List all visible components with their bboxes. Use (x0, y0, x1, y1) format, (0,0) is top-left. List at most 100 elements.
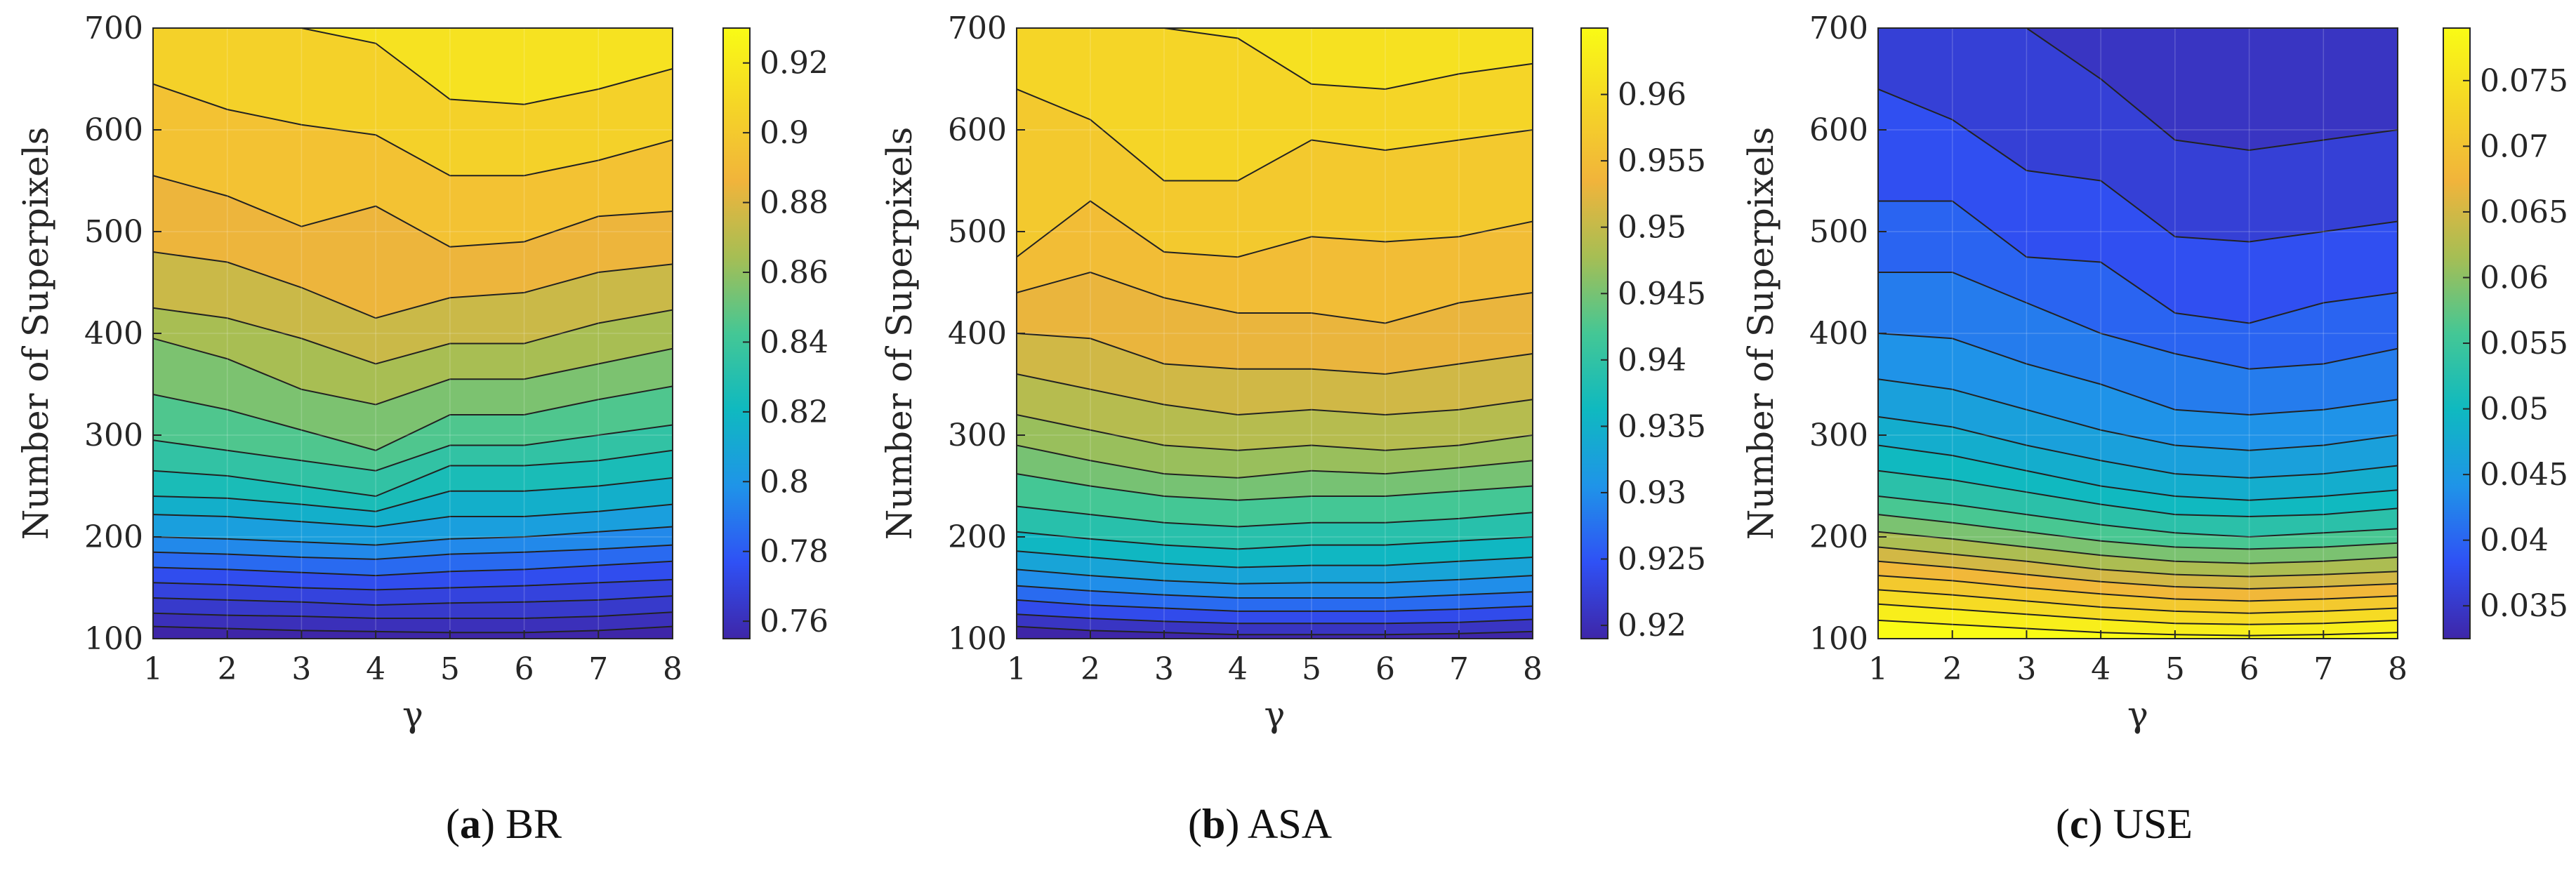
contour-line (153, 560, 673, 577)
y-tick-label: 600 (1809, 112, 1868, 148)
x-tick-label: 4 (1228, 651, 1248, 687)
contour-line (1017, 414, 1533, 451)
colorbar-tick-label: 0.955 (1618, 143, 1706, 179)
x-tick-label: 3 (1154, 651, 1174, 687)
colorbar-tick-label: 0.055 (2480, 326, 2568, 361)
y-tick-label: 300 (948, 418, 1007, 453)
contour-fills (1017, 28, 1533, 639)
y-tick-label: 700 (1809, 11, 1868, 46)
x-axis-label: γ (402, 694, 423, 735)
contour-line (1878, 378, 2398, 451)
contour-line (153, 477, 673, 512)
contour-line (1878, 88, 2398, 243)
x-tick-label: 8 (663, 651, 682, 687)
contour-line (153, 625, 673, 634)
contour-line (1878, 560, 2398, 590)
contour-fills (1878, 28, 2398, 639)
x-tick-label: 4 (2091, 651, 2111, 687)
contour-line (1017, 333, 1533, 375)
contour-lines (153, 28, 673, 634)
contour-line (1878, 575, 2398, 602)
colorbar-tick-label: 0.935 (1618, 408, 1706, 444)
colorbar-tick-label: 0.06 (2480, 260, 2549, 295)
x-tick-label: 6 (1375, 651, 1395, 687)
contour-band (1878, 28, 2398, 150)
x-tick-label: 1 (1007, 651, 1026, 687)
colorbar-tick-label: 0.9 (760, 115, 809, 151)
contour-line (153, 503, 673, 528)
contour-band (1017, 28, 1533, 89)
colorbar-tick-label: 0.96 (1618, 77, 1686, 113)
y-tick-label: 300 (84, 418, 143, 453)
grid (153, 28, 673, 639)
y-tick-label: 400 (948, 316, 1007, 352)
x-tick-label: 2 (1943, 651, 1962, 687)
contour-line (1878, 603, 2398, 625)
colorbar (722, 27, 751, 639)
colorbar-tick-label: 0.8 (760, 464, 809, 500)
colorbar-tick-label: 0.76 (760, 604, 828, 639)
colorbar-tick-label: 0.075 (2480, 63, 2568, 99)
contour-line (1017, 200, 1533, 258)
x-tick-label: 2 (1081, 651, 1100, 687)
contour-line (153, 307, 673, 365)
x-tick-label: 7 (2313, 651, 2333, 687)
x-axis-label: γ (1264, 694, 1286, 735)
contour-line (1017, 613, 1533, 625)
caption-text: BR (505, 801, 562, 847)
contour-line (1017, 625, 1533, 636)
x-tick-label: 4 (366, 651, 385, 687)
colorbar-tick-label: 0.035 (2480, 588, 2568, 624)
x-tick-label: 1 (143, 651, 163, 687)
contour-line (153, 251, 673, 319)
contour-line (1017, 28, 1533, 91)
contour-fills (153, 28, 673, 639)
colorbar-tick-label: 0.92 (760, 46, 828, 81)
caption-text: USE (2113, 801, 2193, 847)
caption-c: (c) USE (2056, 801, 2193, 847)
caption-a: (a) BR (446, 801, 562, 847)
colorbar-tick-label: 0.07 (2480, 128, 2549, 164)
colorbar-tick-label: 0.045 (2480, 457, 2568, 493)
caption-b: (b) ASA (1188, 801, 1333, 847)
y-tick-label: 400 (1809, 316, 1868, 352)
colorbar-tick-label: 0.84 (760, 324, 828, 360)
contour-line (1878, 200, 2398, 324)
colorbar-tick-label: 0.94 (1618, 342, 1686, 378)
contour-line (153, 544, 673, 560)
y-tick-label: 100 (84, 621, 143, 657)
grid (1878, 28, 2398, 639)
x-tick-label: 6 (515, 651, 534, 687)
colorbar-tick-label: 0.04 (2480, 523, 2549, 559)
contour-line (1017, 373, 1533, 416)
contour-line (1017, 568, 1533, 585)
contour-line (153, 28, 673, 105)
caption-letter: c (2069, 801, 2089, 847)
colorbar-tick-label: 0.945 (1618, 276, 1706, 312)
x-axis-label: γ (2127, 694, 2148, 735)
colorbar (1580, 27, 1609, 639)
y-tick-label: 100 (1809, 621, 1868, 657)
x-tick-label: 6 (2240, 651, 2259, 687)
y-tick-label: 700 (84, 11, 143, 46)
contour-line (153, 83, 673, 177)
x-tick-label: 5 (2165, 651, 2185, 687)
y-tick-label: 200 (1809, 519, 1868, 555)
x-tick-label: 5 (440, 651, 460, 687)
contour-line (1878, 589, 2398, 614)
caption-letter: b (1201, 801, 1226, 847)
contour-line (1878, 531, 2398, 564)
contour-band (153, 28, 673, 105)
y-tick-label: 200 (948, 519, 1007, 555)
contour-line (153, 449, 673, 498)
contour-line (153, 595, 673, 606)
contour-line (153, 578, 673, 591)
contour-line (153, 526, 673, 546)
y-tick-label: 700 (948, 11, 1007, 46)
contour-line (1017, 505, 1533, 528)
colorbar (2443, 27, 2471, 639)
y-tick-label: 300 (1809, 418, 1868, 453)
contour-line (1878, 333, 2398, 416)
